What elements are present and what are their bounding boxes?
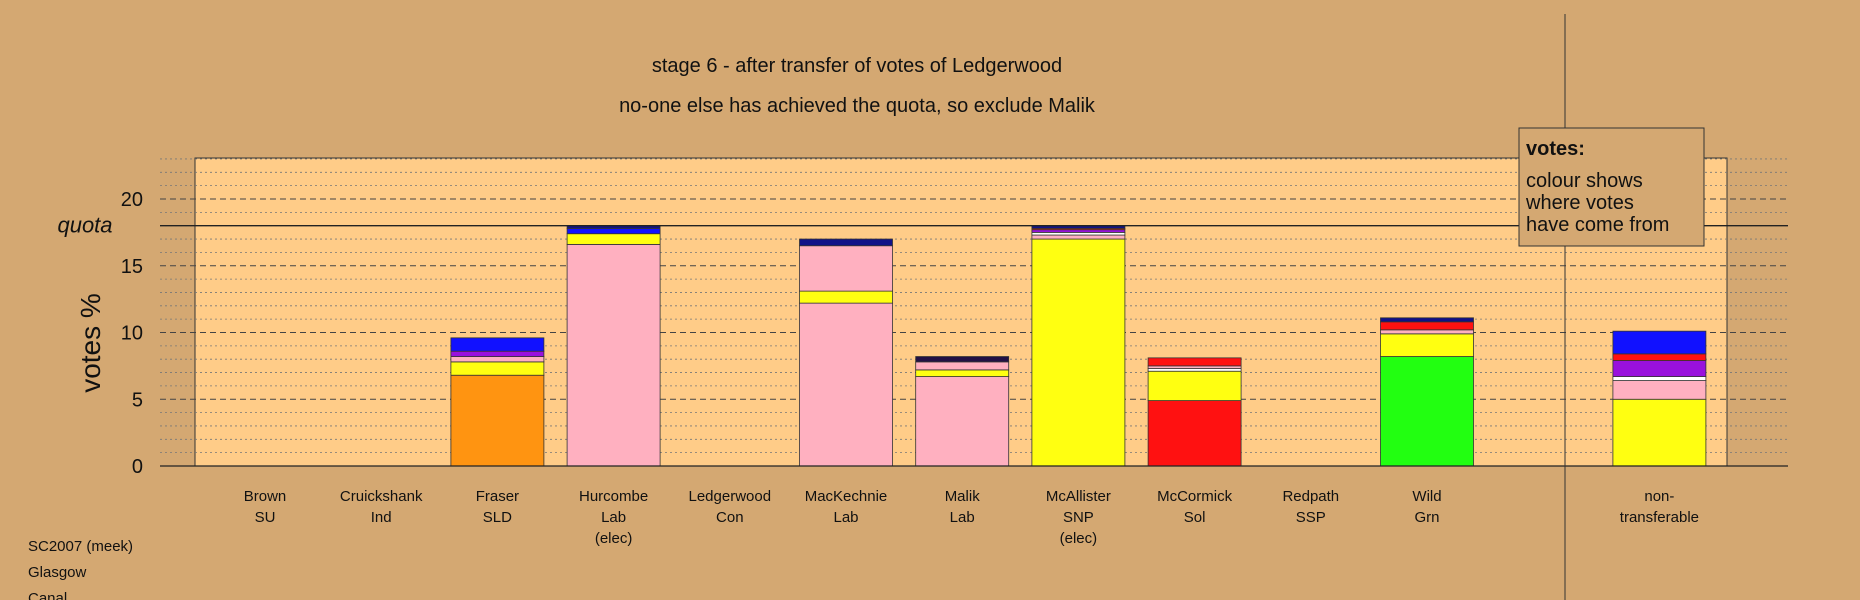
bar-segment-purple [1031, 229, 1126, 233]
bar-segment-pink [799, 302, 893, 467]
bar-segment-white [1612, 376, 1707, 381]
y-tick-label: 15 [121, 256, 143, 278]
bar-segment-pink [915, 376, 1010, 467]
bar-segment-red [1380, 321, 1474, 331]
footer-info: SC2007 (meek) Glasgow Canal [28, 538, 133, 600]
x-tick-label: Brown [244, 488, 287, 505]
bar-segment-dark [915, 356, 1010, 363]
bar-segment-red [1147, 400, 1242, 467]
x-tick-label: SNP [1063, 509, 1094, 526]
bar-segment-yellow [566, 233, 661, 245]
bar-segment-pink [1380, 329, 1474, 335]
x-tick-label: Lab [950, 509, 975, 526]
x-tick-label: Con [716, 509, 744, 526]
legend-line-3: have come from [1526, 214, 1669, 236]
legend-title: votes: [1526, 138, 1585, 160]
bar-segment-yellow [1612, 398, 1707, 467]
y-tick-label: 10 [121, 323, 143, 345]
footer-line-3: Canal [28, 590, 67, 600]
bar-segment-blue [566, 227, 661, 235]
x-tick-label: (elec) [595, 530, 633, 547]
footer-line-2: Glasgow [28, 564, 87, 581]
bar-segment-pink [1612, 380, 1707, 400]
x-tick-label: Wild [1412, 488, 1441, 505]
bar-segment-pink [566, 243, 661, 467]
x-tick-label: SU [255, 509, 276, 526]
x-tick-label: Ind [371, 509, 392, 526]
x-tick-label: Hurcombe [579, 488, 648, 505]
x-tick-label: MacKechnie [805, 488, 888, 505]
legend-line-1: colour shows [1526, 170, 1643, 192]
x-tick-label: McCormick [1157, 488, 1232, 505]
chart-subtitle: no-one else has achieved the quota, so e… [619, 95, 1096, 117]
bar-segment-navy [1380, 317, 1474, 323]
bar-segment-yellow [1031, 238, 1126, 467]
y-tick-label: 20 [121, 189, 143, 211]
bar-segment-green [1380, 356, 1474, 467]
x-tick-label: Cruickshank [340, 488, 423, 505]
x-tick-label: McAllister [1046, 488, 1111, 505]
bar-segment-yellow [1147, 370, 1242, 401]
bar-segment-pink [915, 361, 1010, 371]
x-tick-label: Lab [601, 509, 626, 526]
bar-segment-navy [799, 238, 893, 247]
legend-line-2: where votes [1525, 192, 1634, 214]
x-tick-label: SSP [1296, 509, 1326, 526]
bar-segment-blue [450, 337, 545, 352]
bar-segment-pink [799, 245, 893, 292]
grid-lines [160, 158, 1788, 454]
y-tick-labels: 0 5 10 15 20 [121, 189, 143, 478]
bar-segment-pink [1147, 365, 1242, 369]
legend: votes: colour shows where votes have com… [1518, 127, 1705, 247]
bar-segment-orange [450, 374, 545, 467]
bars-layer [450, 225, 1707, 467]
bar-segment-pink [1031, 234, 1126, 240]
bar-segment-white [1031, 231, 1126, 236]
bar-segment-blue [1612, 330, 1707, 355]
x-tick-label: (elec) [1060, 530, 1098, 547]
bar-segment-pink [450, 356, 545, 363]
x-tick-label: SLD [483, 509, 512, 526]
bar-segment-purple [450, 350, 545, 357]
x-tick-label: Grn [1414, 509, 1439, 526]
footer-line-1: SC2007 (meek) [28, 538, 133, 555]
y-axis-label: votes % [75, 293, 106, 393]
bar-segment-yellow [1380, 333, 1474, 357]
y-tick-label: 0 [132, 456, 143, 478]
x-tick-label: Fraser [476, 488, 519, 505]
x-tick-label: non- [1644, 488, 1674, 505]
x-tick-label: Ledgerwood [689, 488, 772, 505]
bar-segment-red [1612, 353, 1707, 361]
bar-segment-yellow [799, 290, 893, 304]
bar-segment-red [1147, 357, 1242, 367]
bar-segment-white [1147, 368, 1242, 372]
chart-title: stage 6 - after transfer of votes of Led… [652, 55, 1062, 77]
bar-segment-yellow [915, 369, 1010, 377]
x-tick-label: Malik [945, 488, 981, 505]
legend-box [1518, 127, 1705, 247]
x-axis-labels: Brown SU Cruickshank Ind Fraser SLD Hurcombe La… [244, 488, 1699, 547]
y-tick-label: 5 [132, 389, 143, 411]
bar-segment-yellow [450, 361, 545, 376]
x-tick-label: Redpath [1282, 488, 1339, 505]
x-tick-label: transferable [1620, 509, 1699, 526]
quota-label: quota [57, 213, 112, 238]
bar-segment-purple [1612, 360, 1707, 377]
x-tick-label: Sol [1184, 509, 1206, 526]
x-tick-label: Lab [833, 509, 858, 526]
